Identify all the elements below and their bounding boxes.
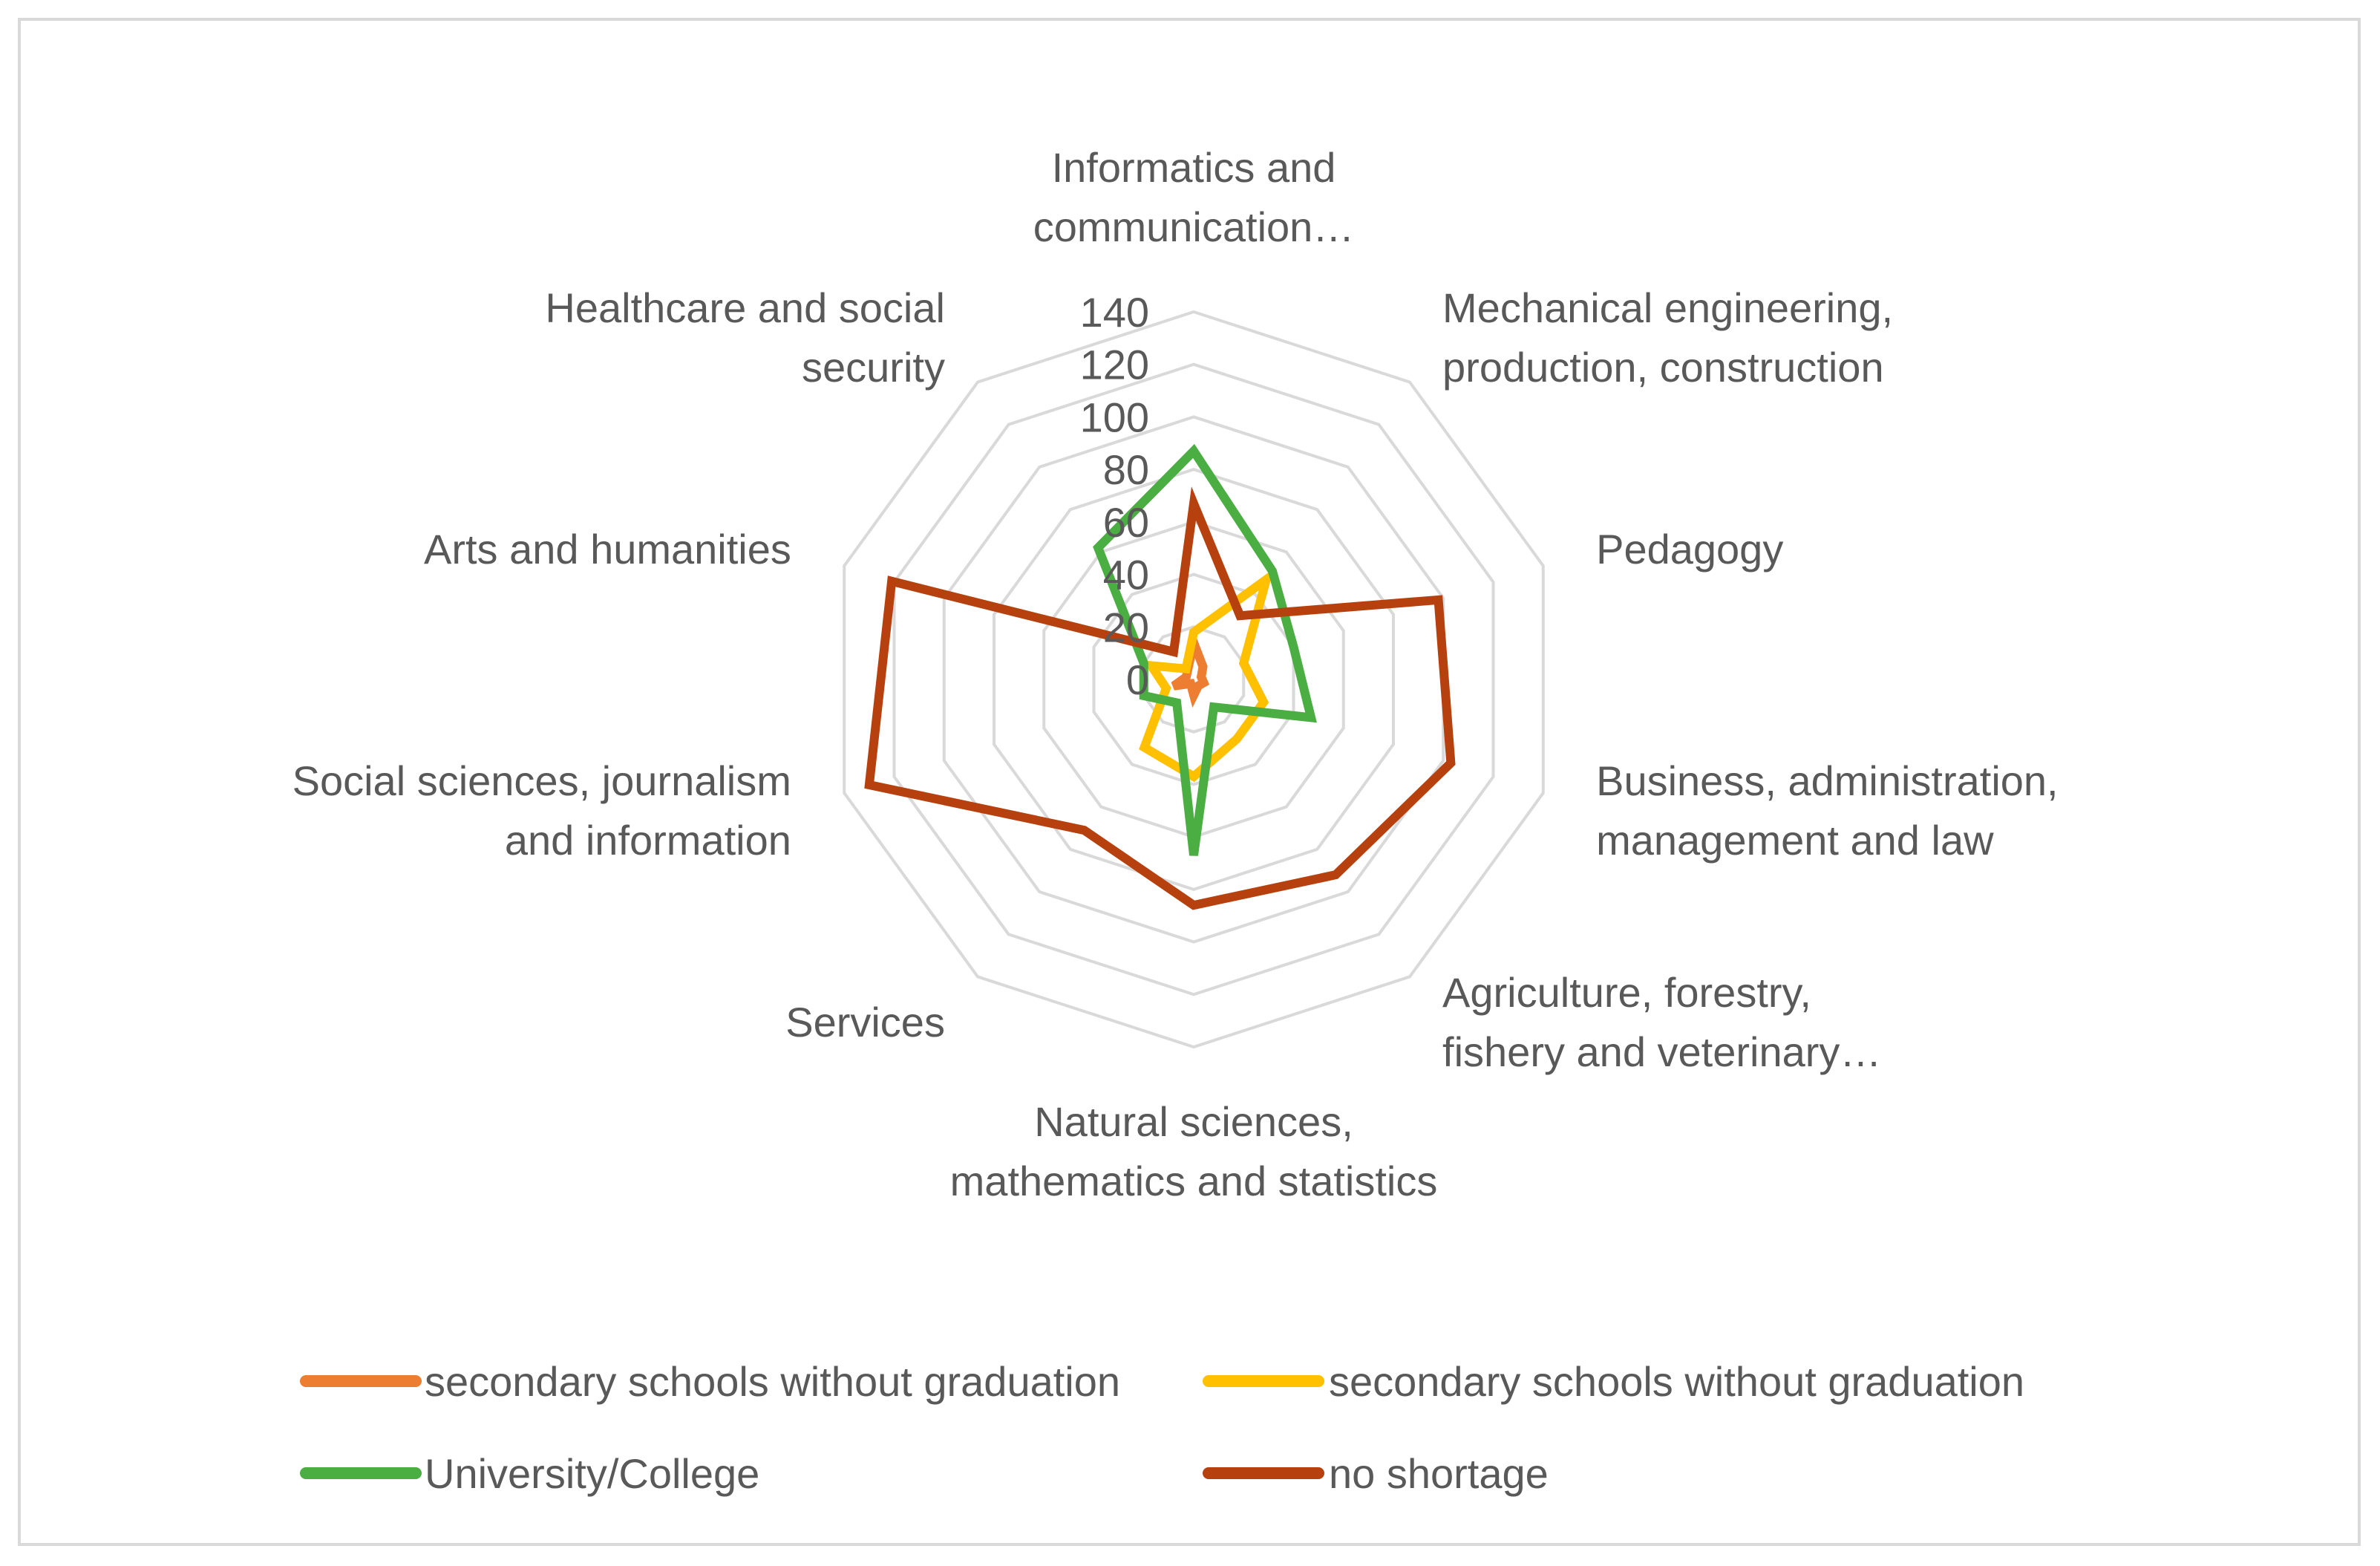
legend-label-3: no shortage [1329,1450,1549,1497]
category-label: Business, administration, management and … [1596,757,2059,864]
tick-label: 140 [1080,289,1149,336]
category-label: Arts and humanities [424,526,791,572]
tick-layer: 0 20 40 60 80 100 120 140 [1080,289,1149,703]
grid [843,310,1545,1049]
category-label: Natural sciences, mathematics and statist… [950,1098,1438,1204]
legend-item: University/College [300,1450,759,1497]
tick-label: 60 [1103,499,1149,546]
category-label: Services [785,999,945,1045]
legend-label-1: secondary schools without graduation [1329,1358,2024,1405]
series-layer [864,443,1456,910]
category-label: Informatics and communication… [1033,144,1355,250]
tick-label: 100 [1080,394,1149,440]
legend-item: secondary schools without graduation [300,1358,1120,1405]
category-labels: Informatics and communication… Mechanical … [292,144,2059,1204]
series-line-1 [1139,568,1274,783]
grid-ring [992,468,1396,891]
tick-label: 40 [1103,552,1149,598]
legend-item: no shortage [1203,1450,1549,1497]
grid-ring [843,310,1545,1049]
category-label: Agriculture, forestry, fishery and veteri… [1442,969,1881,1075]
category-label: Pedagogy [1596,526,1783,572]
grid-ring [942,415,1445,944]
tick-label: 20 [1103,604,1149,650]
tick-label: 0 [1126,656,1149,703]
category-label: Mechanical engineering, production, const… [1442,284,1893,391]
series-line-2 [1093,443,1317,856]
legend-label-2: University/College [425,1450,759,1497]
series-line-0 [1171,627,1210,708]
legend: secondary schools without graduation sec… [300,1358,2024,1497]
category-label: Social sciences, journalism and informati… [292,757,791,864]
category-label: Healthcare and social security [545,284,945,391]
series-line-3 [864,486,1456,910]
grid-ring [1092,572,1295,786]
legend-label-0: secondary schools without graduation [425,1358,1120,1405]
grid-ring [892,362,1495,996]
legend-item: secondary schools without graduation [1203,1358,2024,1405]
tick-label: 80 [1103,446,1149,493]
tick-label: 120 [1080,342,1149,388]
grid-ring [1142,625,1246,734]
